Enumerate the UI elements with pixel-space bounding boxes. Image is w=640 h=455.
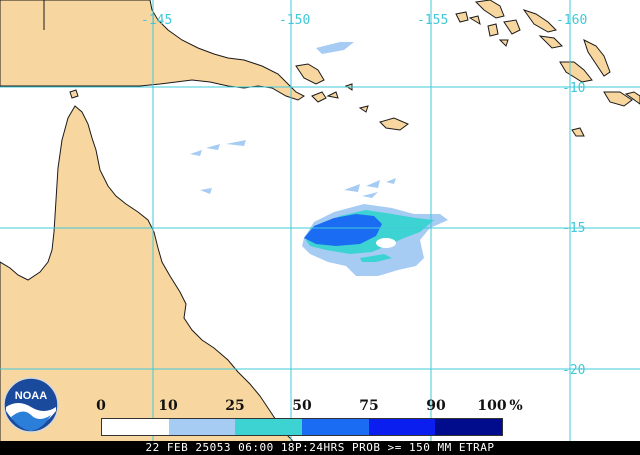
legend-tick-90: 90 [426,398,446,414]
islands [295,0,640,137]
noaa-logo-icon: NOAA [3,377,59,433]
legend-tick-100: 100 [477,398,507,414]
graticule [0,0,640,441]
lon-label-155: -155 [417,13,448,28]
product-caption: 22 FEB 25053 06:00 18P:24HRS PROB >= 150… [0,441,640,455]
legend-swatch-3 [302,419,369,435]
lat-label-20: -20 [562,363,585,378]
legend-tick-50: 50 [292,398,312,414]
torres-strait-islands [69,89,79,99]
legend-unit: % [509,398,523,414]
legend-swatch-0 [102,419,169,435]
lat-label-15: -15 [562,221,585,236]
lon-label-145: -145 [141,13,172,28]
lat-label-10: -10 [562,81,585,96]
legend-labels: 0 10 25 50 75 90 100 % [0,398,640,416]
legend-tick-75: 75 [359,398,379,414]
new-guinea-landmass [0,0,305,101]
legend-swatch-4 [368,419,436,435]
lon-label-150: -150 [279,13,310,28]
lon-label-160: -160 [556,13,587,28]
legend-swatch-5 [435,419,503,435]
noaa-logo-text: NOAA [15,390,47,402]
legend-swatch-2 [235,419,303,435]
legend-tick-25: 25 [225,398,245,414]
legend-tick-0: 0 [96,398,106,414]
legend-swatch-1 [168,419,236,435]
probability-shading [190,42,448,276]
legend-tick-10: 10 [158,398,178,414]
legend-colorbar [101,418,503,436]
queensland-landmass [0,105,297,455]
